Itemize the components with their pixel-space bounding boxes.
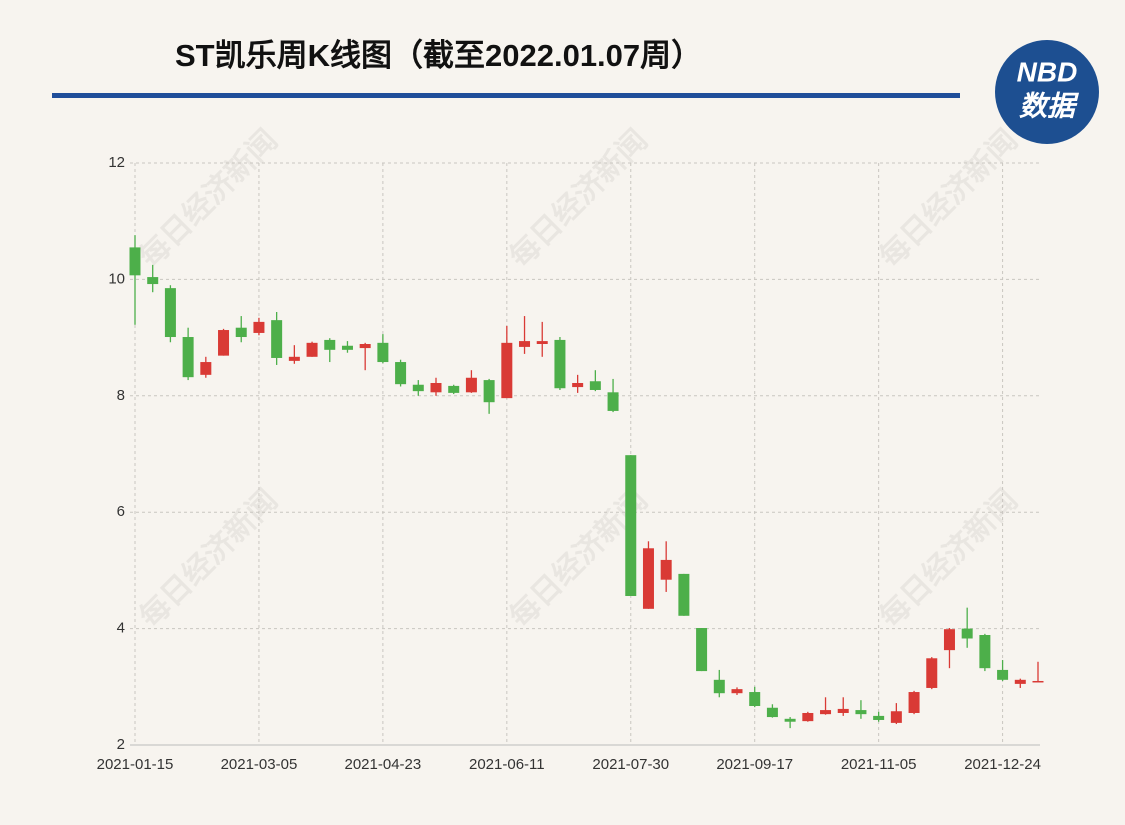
candle-body (1032, 680, 1044, 683)
logo-top: NBD (1017, 56, 1078, 87)
candle-body (837, 708, 849, 713)
x-tick-label: 2021-06-11 (469, 756, 545, 773)
candle-body (1014, 679, 1026, 684)
candle-body (943, 629, 955, 651)
candle-body (235, 327, 247, 338)
candle-body (129, 247, 141, 276)
y-tick-label: 4 (117, 620, 125, 637)
candle-body (200, 362, 212, 375)
candle-body (961, 628, 973, 639)
candle-body (908, 692, 920, 713)
x-tick-label: 2021-07-30 (592, 756, 669, 773)
x-tick-label: 2021-12-24 (964, 756, 1041, 773)
candle-body (164, 288, 176, 338)
candle-body (572, 382, 584, 388)
candle-body (873, 715, 885, 720)
candle-body (218, 330, 230, 356)
candle-body (731, 689, 743, 694)
candle-body (412, 384, 424, 392)
candle-body (253, 321, 265, 333)
candle-body (713, 679, 725, 694)
candle-body (448, 385, 460, 393)
logo (995, 40, 1099, 144)
candle-body (607, 392, 619, 411)
candle-body (589, 381, 601, 390)
y-tick-label: 2 (117, 736, 125, 753)
candle-body (483, 380, 495, 403)
title-rule (52, 93, 960, 98)
x-tick-label: 2021-11-05 (841, 756, 917, 773)
y-tick-label: 8 (117, 387, 125, 404)
candle-body (997, 669, 1009, 680)
candle-body (802, 712, 814, 722)
candle-body (359, 344, 371, 349)
candle-body (766, 707, 778, 718)
x-tick-label: 2021-04-23 (345, 756, 422, 773)
candle-body (749, 692, 761, 707)
candle-body (660, 559, 672, 580)
x-tick-label: 2021-03-05 (221, 756, 298, 773)
candle-body (271, 320, 283, 358)
x-tick-label: 2021-01-15 (97, 756, 174, 773)
candle-body (501, 342, 513, 399)
logo-bottom: 数据 (1019, 90, 1080, 121)
candle-body (430, 382, 442, 393)
candle-body (395, 362, 407, 385)
candle-body (182, 337, 194, 378)
candle-body (784, 718, 796, 722)
candle-body (306, 342, 318, 357)
candle-body (979, 635, 991, 669)
candle-body (147, 277, 159, 285)
candle-body (696, 628, 708, 672)
y-tick-label: 6 (117, 503, 125, 520)
candle-body (536, 341, 548, 345)
candle-body (288, 356, 300, 361)
chart-title: ST凯乐周K线图（截至2022.01.07周） (175, 38, 702, 73)
candle-body (820, 710, 832, 715)
plot: 2 4 6 8 10 12 2021-01-15 2021-03-05 2021-04-23 20… (97, 154, 1044, 773)
candle-body (465, 377, 477, 393)
candle-body (519, 341, 531, 347)
candle-body (554, 339, 566, 389)
candle-body (341, 345, 353, 350)
candle-body (926, 658, 938, 688)
candle-body (855, 710, 867, 715)
candle-body (890, 711, 902, 723)
y-tick-label: 12 (108, 154, 125, 171)
candle-body (377, 342, 389, 363)
y-tick-label: 10 (108, 270, 125, 287)
x-tick-label: 2021-09-17 (716, 756, 793, 773)
candle-body (625, 455, 637, 597)
candle-body (642, 548, 654, 609)
candle-body (324, 339, 336, 350)
candle-body (678, 573, 690, 616)
